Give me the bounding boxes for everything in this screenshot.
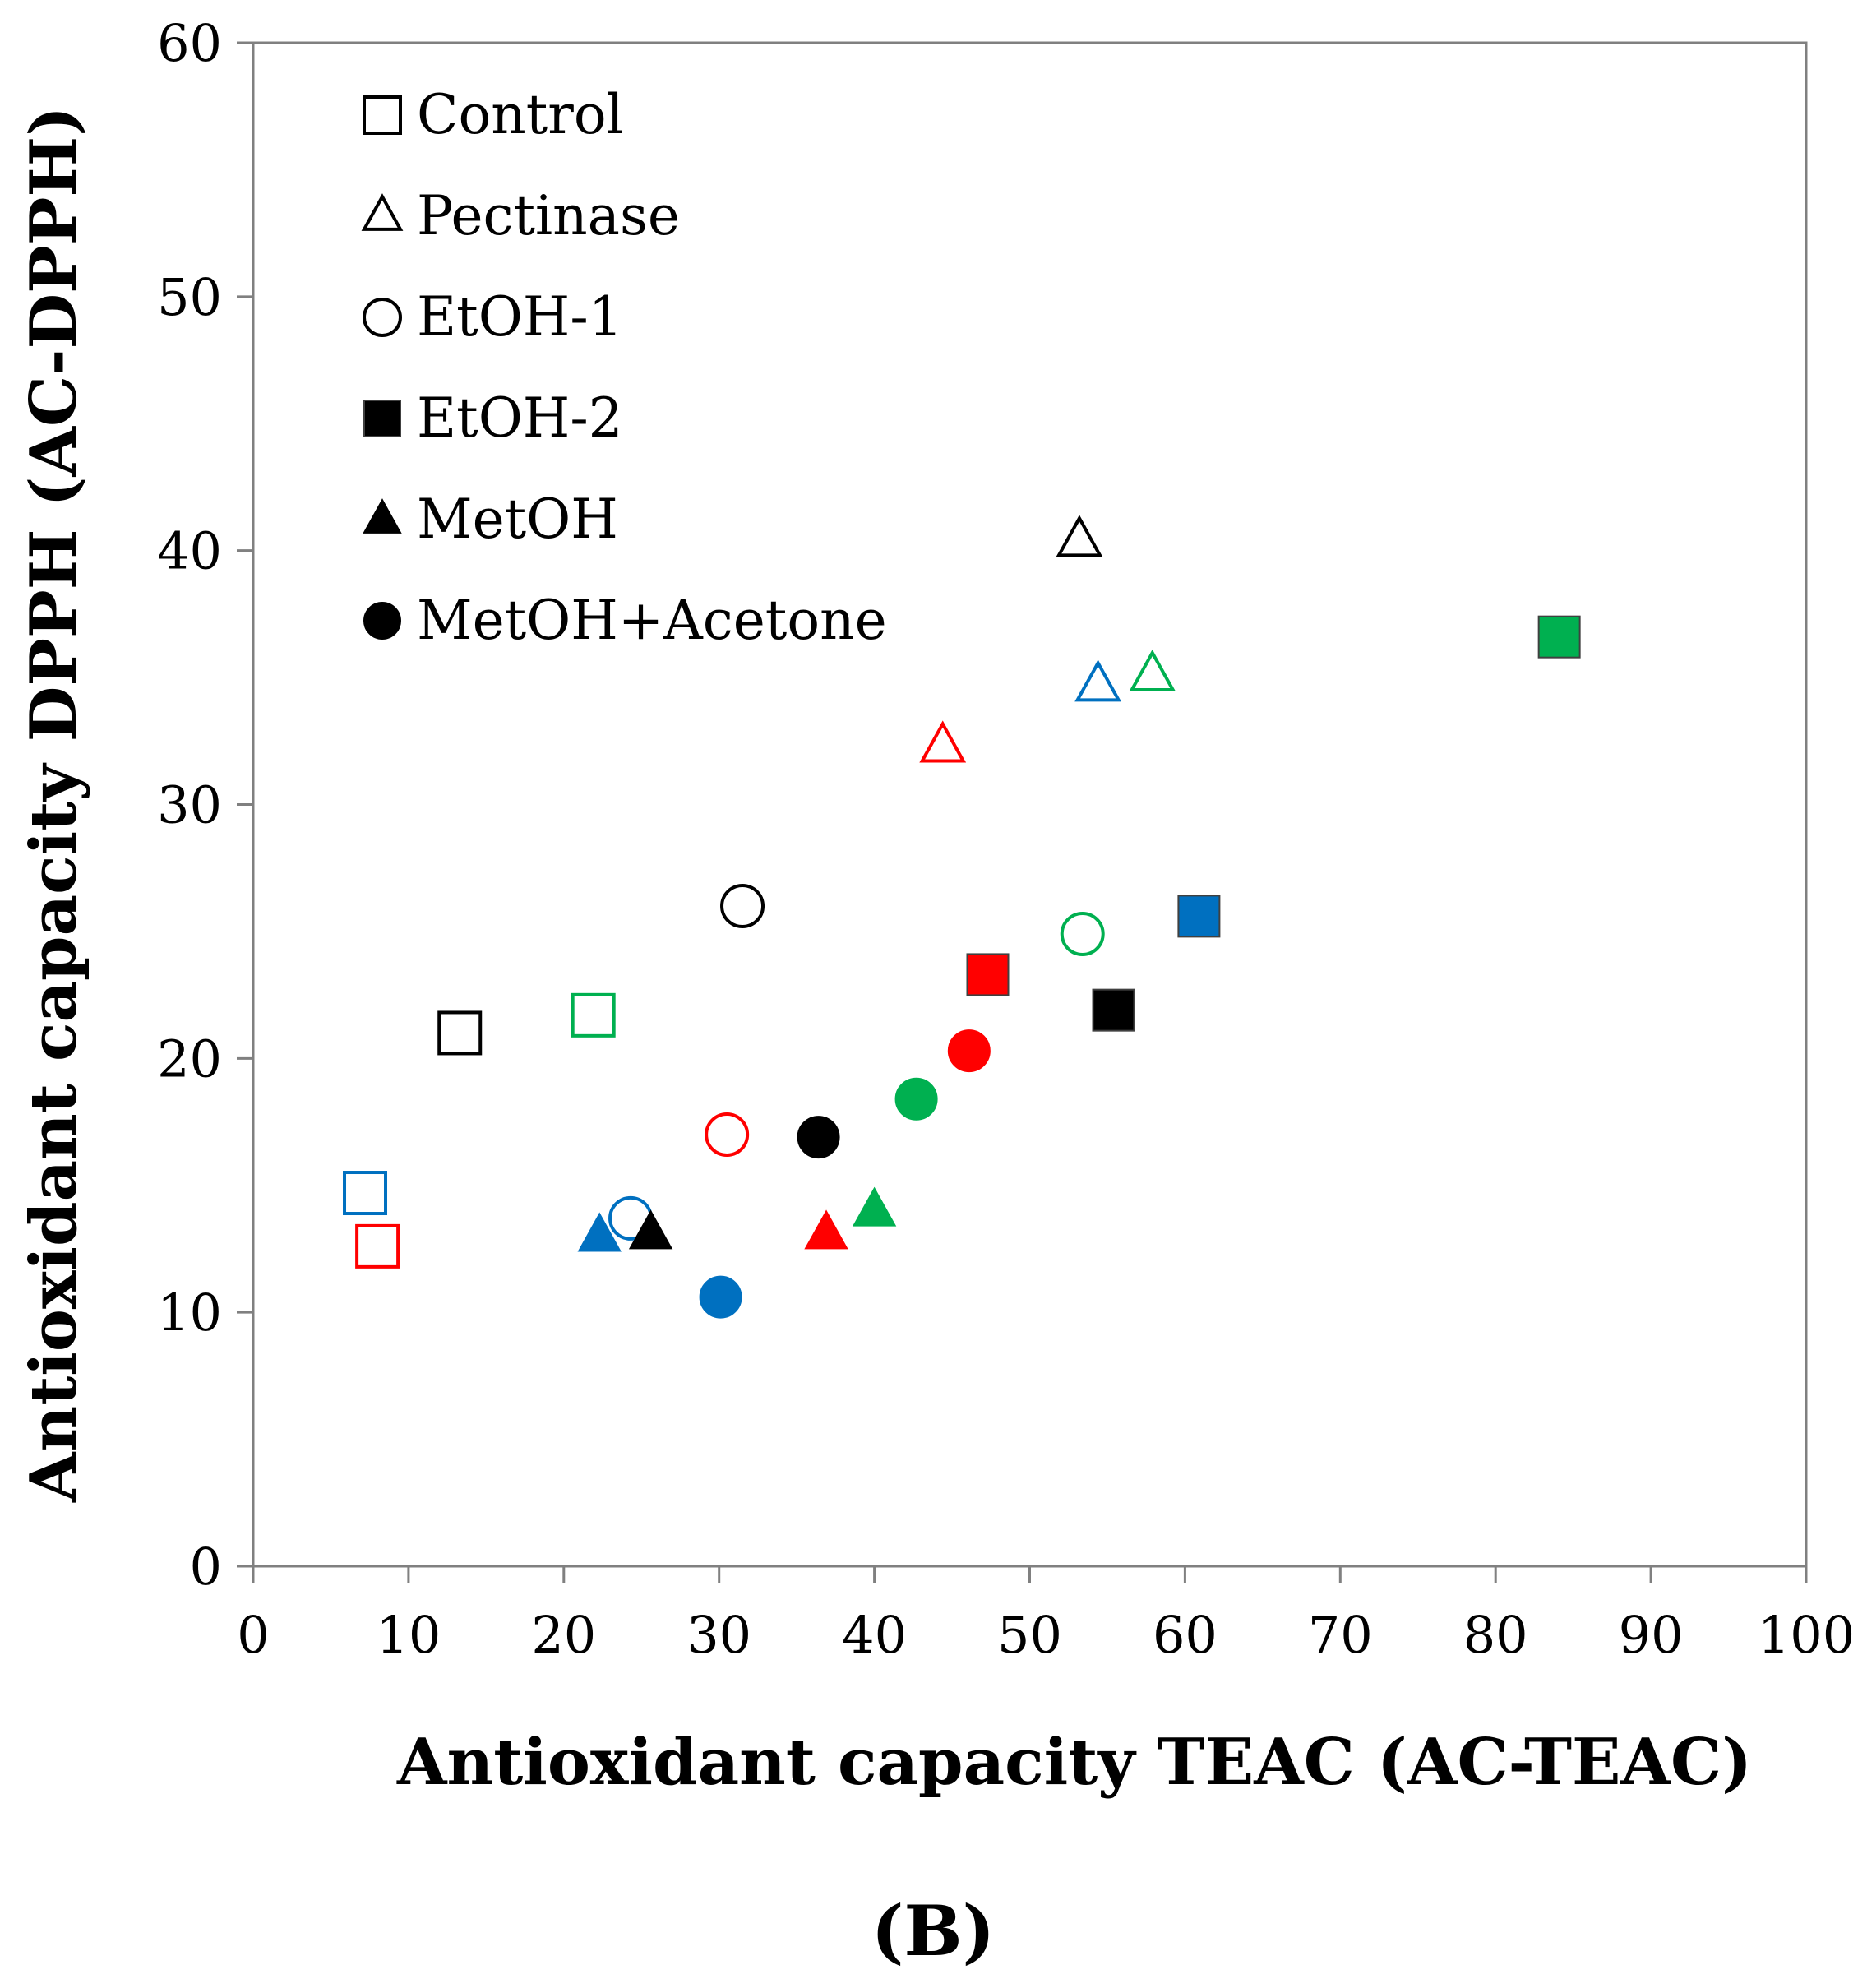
data-point-control-red — [355, 1223, 400, 1269]
data-point-control-blue — [343, 1171, 388, 1216]
x-axis-title: Antioxidant capacity TEAC (AC-TEAC) — [396, 1725, 1752, 1800]
legend: Control Pectinase EtOH-1 EtOH-2 MetOH MetOH+A… — [361, 83, 887, 652]
legend-marker-pectinase — [361, 193, 404, 231]
y-tick-label: 10 — [157, 1283, 222, 1343]
x-tick-label: 70 — [1308, 1605, 1373, 1665]
panel-label: (B) — [871, 1890, 996, 1972]
axes: 0 10 20 30 40 50 60 70 80 90 100 0 10 20 30 40 50 60 — [157, 13, 1855, 1665]
data-point-etoh-1-red — [705, 1112, 750, 1157]
data-point-metoh-acetone-red — [947, 1029, 991, 1073]
data-point-etoh-2-black — [1092, 988, 1135, 1032]
y-tick-label: 20 — [157, 1029, 222, 1089]
data-markers — [343, 515, 1581, 1319]
y-axis-title: Antioxidant capacity DPPH (AC-DPPH) — [16, 106, 91, 1503]
legend-marker-metoh — [363, 498, 402, 534]
y-tick-label: 30 — [157, 775, 222, 835]
x-tick-label: 90 — [1619, 1605, 1684, 1665]
data-point-metoh-red — [804, 1209, 848, 1250]
data-point-pectinase-black — [1056, 515, 1103, 557]
legend-label-etoh-2: EtOH-2 — [417, 386, 623, 450]
legend-label-metoh: MetOH — [417, 488, 618, 551]
data-point-metoh-blue — [577, 1212, 622, 1252]
x-tick-label: 30 — [686, 1605, 751, 1665]
data-point-metoh-black — [628, 1209, 673, 1250]
legend-label-etoh-1: EtOH-1 — [417, 285, 623, 349]
data-point-metoh-acetone-black — [797, 1116, 840, 1159]
x-tick-label: 10 — [376, 1605, 441, 1665]
y-tick-label: 60 — [157, 13, 222, 73]
data-point-etoh-2-green — [1537, 615, 1581, 659]
data-point-etoh-1-black — [720, 884, 765, 929]
legend-label-metoh-acetone: MetOH+Acetone — [417, 589, 887, 652]
legend-marker-control — [363, 95, 402, 135]
data-point-metoh-acetone-blue — [699, 1275, 742, 1319]
y-tick-label: 40 — [157, 521, 222, 581]
data-point-control-green — [571, 992, 616, 1038]
data-point-pectinase-blue — [1074, 659, 1122, 702]
data-point-pectinase-red — [919, 720, 967, 763]
data-point-etoh-2-blue — [1177, 895, 1221, 938]
data-point-pectinase-green — [1129, 649, 1176, 691]
data-point-etoh-1-green — [1060, 912, 1105, 957]
y-tick-label: 50 — [157, 267, 222, 327]
data-point-metoh-green — [852, 1186, 897, 1227]
x-tick-label: 60 — [1153, 1605, 1218, 1665]
legend-marker-etoh-2 — [363, 400, 401, 437]
y-tick-label: 0 — [190, 1537, 222, 1597]
data-point-metoh-acetone-green — [894, 1077, 938, 1121]
legend-marker-etoh-1 — [363, 298, 402, 337]
x-tick-label: 0 — [237, 1605, 269, 1665]
plot-area-frame — [252, 41, 1808, 1568]
x-tick-label: 80 — [1463, 1605, 1528, 1665]
legend-label-control: Control — [417, 83, 624, 146]
x-tick-label: 20 — [531, 1605, 596, 1665]
x-tick-label: 50 — [997, 1605, 1062, 1665]
x-tick-label: 40 — [842, 1605, 907, 1665]
legend-marker-metoh-acetone — [363, 602, 401, 640]
x-tick-label: 100 — [1758, 1605, 1855, 1665]
data-point-control-black — [437, 1010, 483, 1056]
data-point-etoh-2-red — [966, 953, 1010, 996]
legend-label-pectinase: Pectinase — [417, 184, 680, 247]
